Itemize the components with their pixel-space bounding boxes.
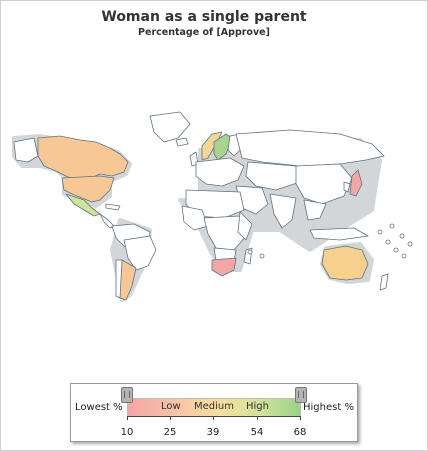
country-europe[interactable] [195, 157, 245, 187]
island-mark [377, 229, 383, 235]
legend-tick [213, 416, 214, 420]
country-mexico[interactable] [65, 193, 101, 217]
chart-subtitle: Percentage of [Approve] [138, 27, 270, 38]
country-borders [13, 111, 413, 301]
legend-min-handle[interactable] [121, 387, 133, 403]
legend-tick-label: 39 [206, 427, 220, 438]
island-mark [389, 223, 395, 229]
country-south-africa[interactable] [211, 257, 237, 277]
legend-tick-label: 54 [250, 427, 264, 438]
country-india[interactable] [269, 193, 297, 229]
legend-band-low: Low [161, 401, 181, 412]
legend-tick-label: 68 [293, 427, 307, 438]
legend-highest-label: Highest % [303, 402, 354, 413]
legend-tick-label: 25 [163, 427, 177, 438]
country-alaska[interactable] [13, 137, 39, 163]
country-korea[interactable] [343, 181, 351, 193]
island-mark [259, 253, 265, 259]
island-mark [385, 239, 391, 245]
island-mark [407, 241, 413, 247]
country-indonesia[interactable] [309, 227, 369, 241]
legend-axis-line [127, 416, 301, 417]
legend-lowest-label: Lowest % [75, 402, 123, 413]
country-east-africa[interactable] [237, 211, 253, 241]
legend-tick-label: 10 [120, 427, 134, 438]
country-greenland[interactable] [149, 111, 191, 143]
legend-tick [257, 416, 258, 420]
country-canada[interactable] [37, 135, 129, 181]
island-mark [393, 247, 399, 253]
country-russia[interactable] [235, 129, 385, 167]
country-se-asia[interactable] [303, 199, 327, 221]
legend-band-medium: Medium [194, 401, 234, 412]
country-sweden[interactable] [213, 133, 233, 161]
country-chile[interactable] [115, 259, 123, 299]
legend-band-high: High [246, 401, 269, 412]
world-map[interactable] [0, 100, 428, 320]
legend-tick [300, 416, 301, 420]
country-united-states[interactable] [61, 175, 115, 203]
chart-title: Woman as a single parent [101, 9, 307, 25]
country-australia[interactable] [321, 245, 369, 281]
country-brazil[interactable] [123, 235, 157, 271]
country-new-zealand[interactable] [379, 273, 389, 291]
island-mark [247, 249, 253, 255]
country-caribbean[interactable] [105, 203, 121, 211]
island-mark [399, 233, 405, 239]
legend-tick [170, 416, 171, 420]
country-japan[interactable] [349, 169, 363, 197]
country-iceland[interactable] [175, 137, 189, 147]
country-china[interactable] [295, 163, 353, 205]
legend-tick [127, 416, 128, 420]
country-west-africa[interactable] [181, 205, 209, 231]
legend-max-handle[interactable] [295, 387, 307, 403]
color-legend: Lowest % Low Medium High Highest % 10 25… [70, 383, 358, 442]
island-mark [401, 253, 407, 259]
